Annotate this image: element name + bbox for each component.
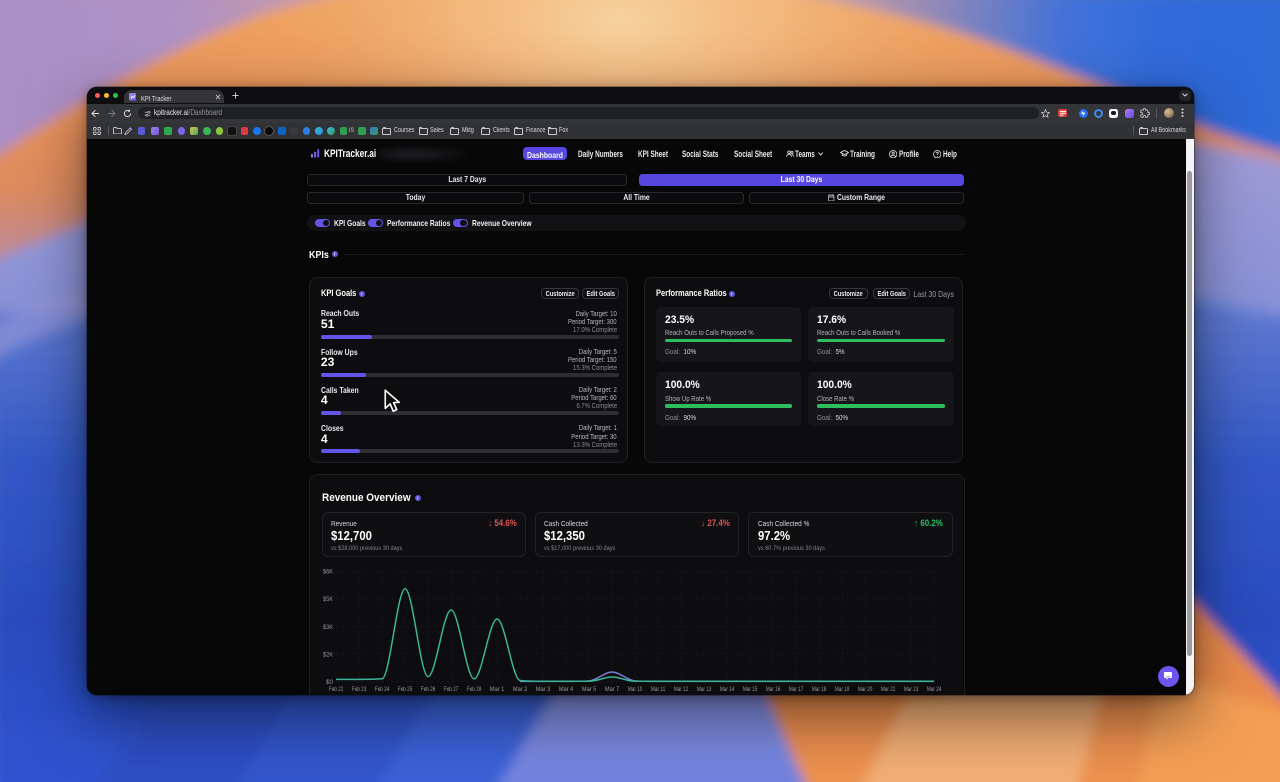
svg-text:Feb 23: Feb 23 <box>351 686 366 693</box>
svg-text:$6K: $6K <box>323 569 334 576</box>
svg-text:Mar 13: Mar 13 <box>696 686 711 693</box>
svg-text:Mar 17: Mar 17 <box>788 686 803 693</box>
svg-text:Feb 27: Feb 27 <box>443 686 458 693</box>
svg-text:Feb 26: Feb 26 <box>420 686 435 693</box>
svg-text:Mar 23: Mar 23 <box>903 686 918 693</box>
svg-text:Mar 3: Mar 3 <box>535 686 550 693</box>
svg-text:$2K: $2K <box>323 651 334 658</box>
svg-text:Mar 22: Mar 22 <box>880 686 895 693</box>
svg-text:Mar 12: Mar 12 <box>673 686 688 693</box>
svg-text:Feb 24: Feb 24 <box>374 686 389 693</box>
svg-text:Mar 7: Mar 7 <box>604 686 619 693</box>
svg-text:$5K: $5K <box>323 596 334 603</box>
svg-text:Mar 4: Mar 4 <box>558 686 573 693</box>
svg-text:Mar 18: Mar 18 <box>811 686 826 693</box>
svg-text:Mar 2: Mar 2 <box>512 686 527 693</box>
svg-text:Mar 16: Mar 16 <box>765 686 780 693</box>
svg-text:Mar 5: Mar 5 <box>581 686 596 693</box>
svg-text:Feb 28: Feb 28 <box>466 686 481 693</box>
svg-text:$0: $0 <box>326 679 333 686</box>
svg-text:Mar 24: Mar 24 <box>926 686 941 693</box>
svg-text:Mar 19: Mar 19 <box>834 686 849 693</box>
svg-text:Mar 20: Mar 20 <box>857 686 872 693</box>
svg-text:Mar 11: Mar 11 <box>650 686 665 693</box>
svg-text:Mar 1: Mar 1 <box>489 686 504 693</box>
svg-text:Mar 15: Mar 15 <box>742 686 757 693</box>
svg-text:$3K: $3K <box>323 624 334 631</box>
svg-text:Feb 22: Feb 22 <box>328 686 343 693</box>
svg-text:Feb 25: Feb 25 <box>397 686 412 693</box>
svg-text:Mar 14: Mar 14 <box>719 686 734 693</box>
svg-text:Mar 10: Mar 10 <box>627 686 642 693</box>
